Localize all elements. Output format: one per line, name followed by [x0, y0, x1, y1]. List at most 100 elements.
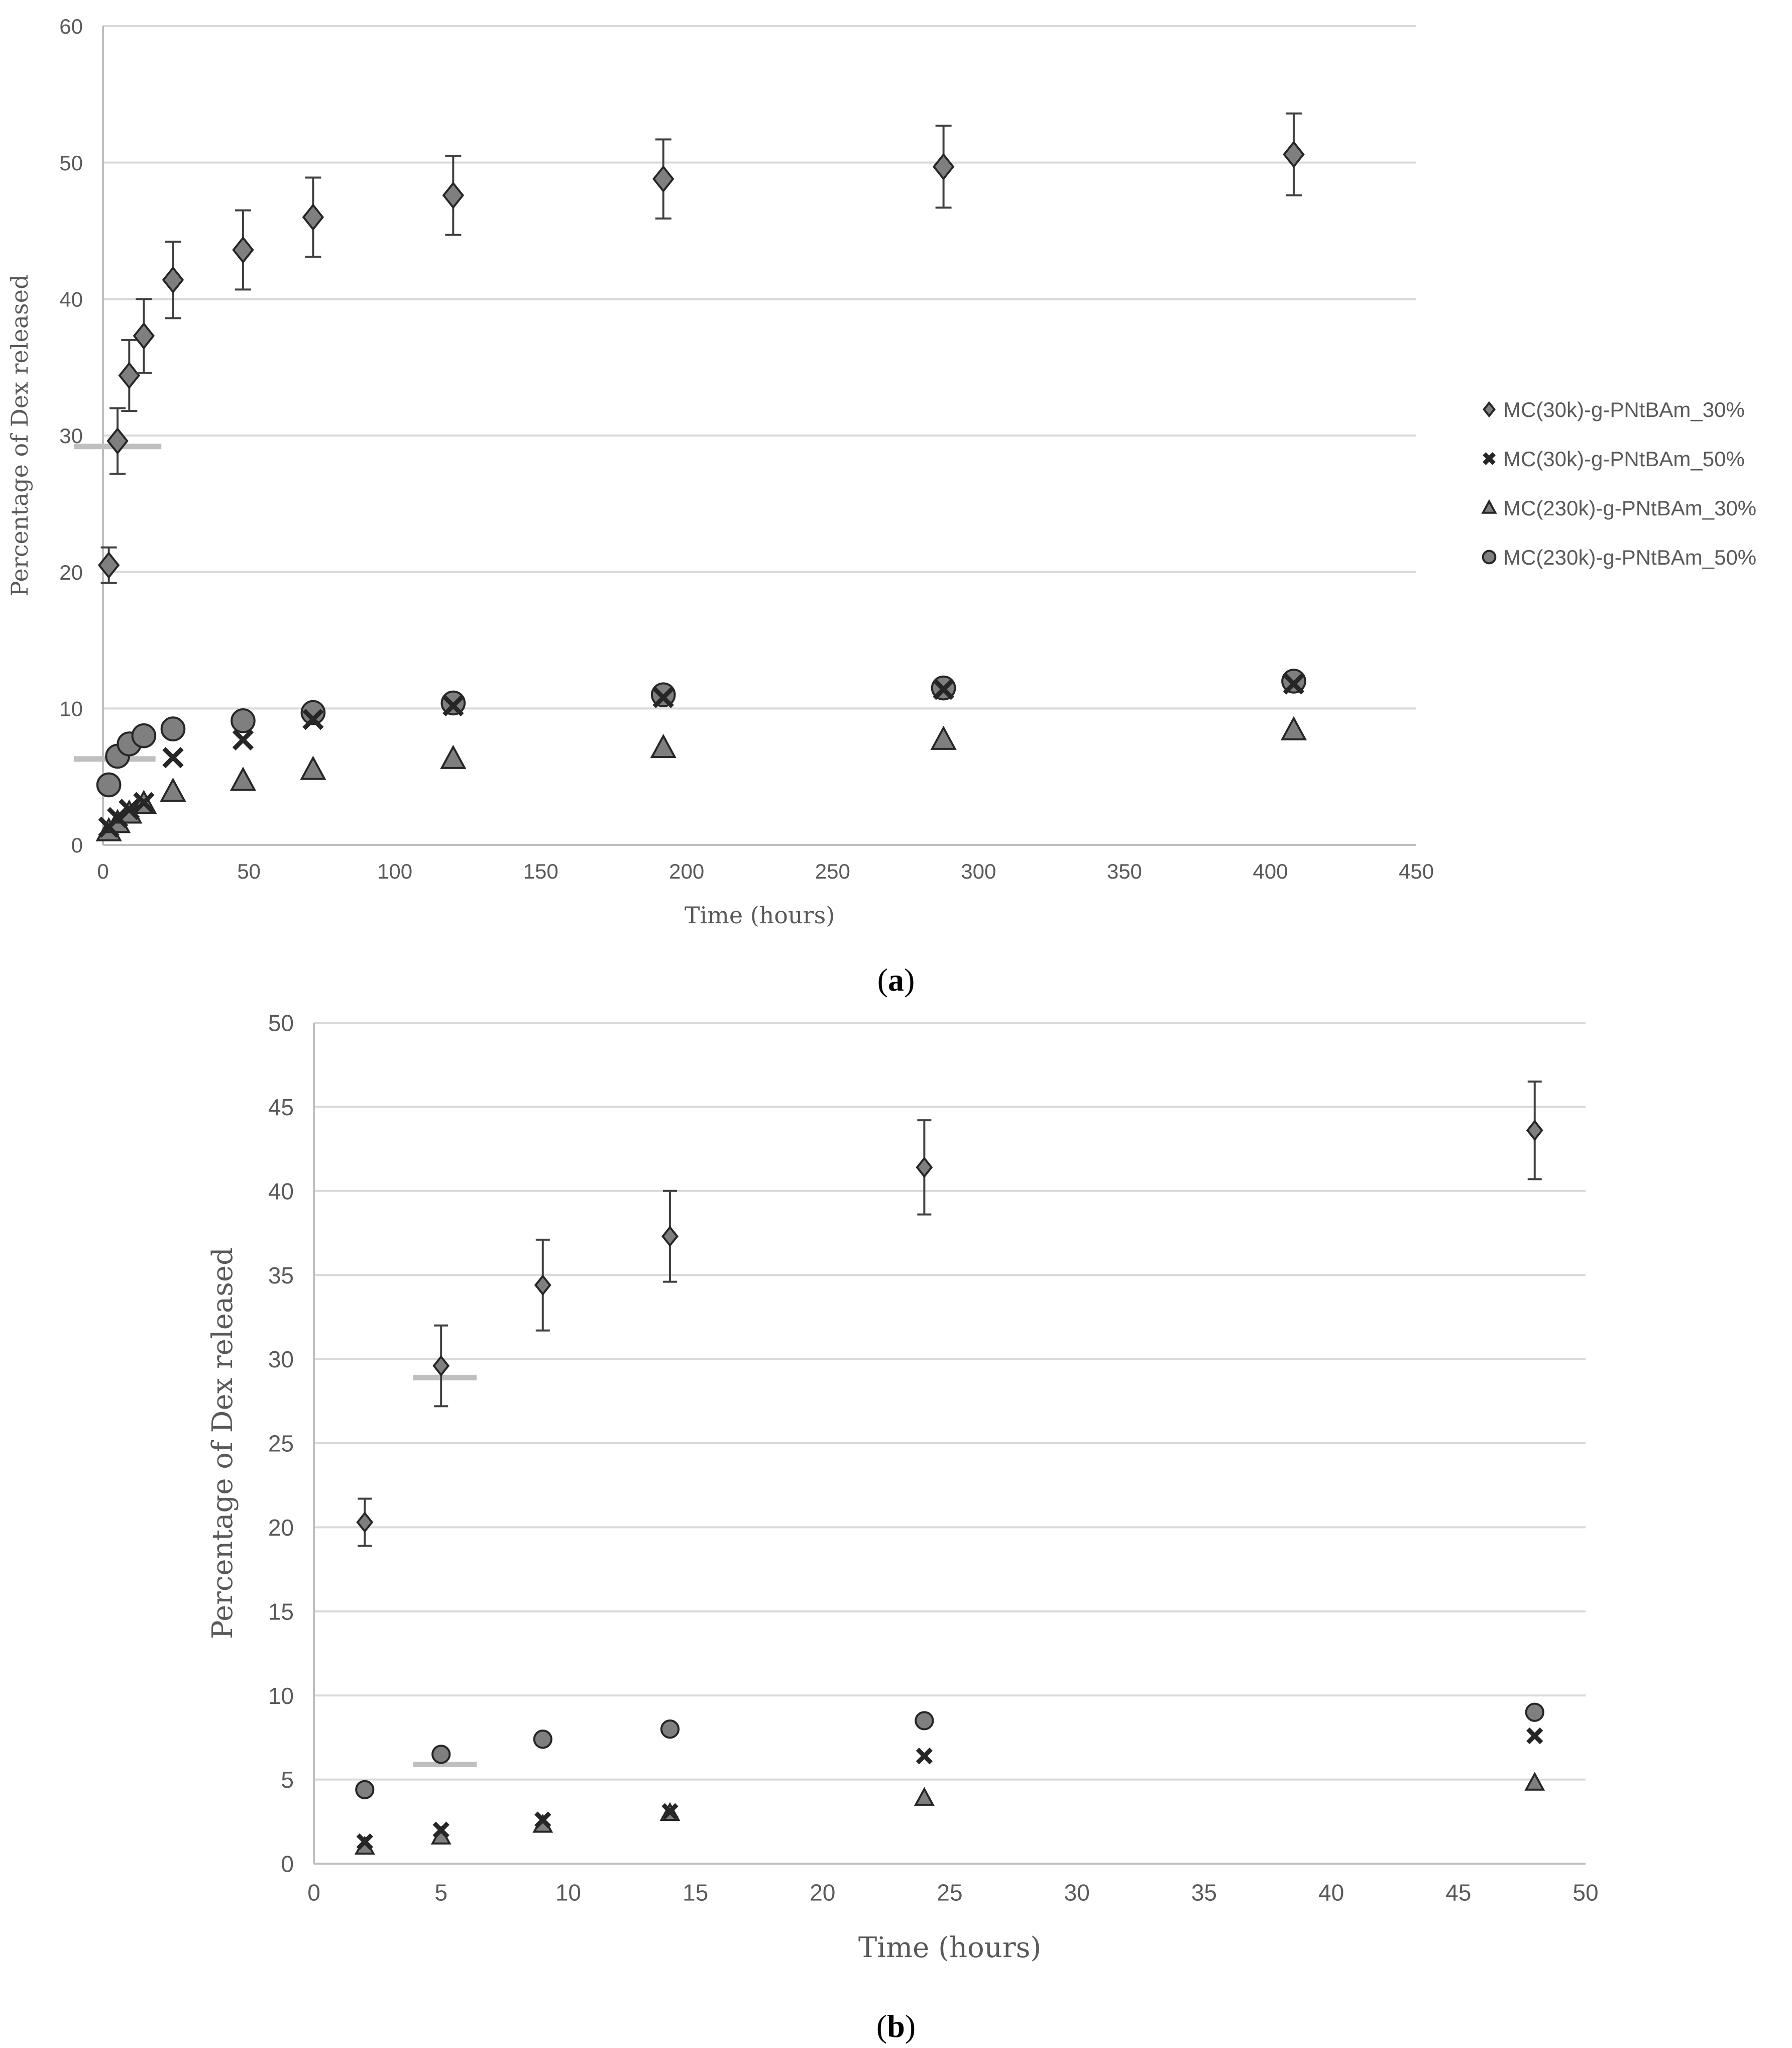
legend-item: MC(230k)-g-PNtBAm_30% [1481, 496, 1756, 520]
legend-label: MC(230k)-g-PNtBAm_30% [1503, 496, 1756, 520]
series-circle [96, 669, 1306, 798]
data-point-diamond [932, 153, 955, 181]
caption-letter: b [887, 2008, 905, 2044]
caption-open: ( [876, 2008, 887, 2044]
y-tick-label: 40 [268, 1178, 294, 1204]
data-point-x [162, 746, 184, 769]
x-tick-label: 30 [1064, 1880, 1090, 1906]
legend-item: MC(30k)-g-PNtBAm_30% [1483, 398, 1745, 421]
data-point-x [356, 1833, 373, 1851]
data-point-x-stroke-2 [442, 695, 464, 717]
caption-letter: a [888, 962, 904, 998]
panel-caption-b: (b) [876, 2008, 916, 2044]
x-tick-label: 25 [937, 1880, 962, 1906]
data-point-diamond [302, 203, 324, 231]
legend-label: MC(230k)-g-PNtBAm_50% [1503, 546, 1756, 569]
y-axis-title: Percentage of Dex released [206, 1247, 239, 1639]
data-point-x [442, 695, 464, 717]
data-point-diamond [652, 165, 675, 193]
data-point-diamond [1283, 141, 1305, 168]
x-tick-label: 45 [1445, 1880, 1471, 1906]
data-point-x-stroke-2 [933, 679, 954, 700]
y-tick-label: 5 [281, 1767, 294, 1793]
x-tick-label: 400 [1253, 859, 1288, 883]
x-tick-label: 300 [961, 859, 996, 883]
data-point-x-stroke-2 [534, 1811, 551, 1828]
data-point-triangle [1280, 716, 1307, 740]
y-tick-label: 25 [268, 1431, 294, 1457]
y-tick-label: 0 [71, 833, 83, 857]
data-point-triangle [160, 777, 186, 802]
data-point-circle [1525, 1702, 1544, 1722]
data-point-x-stroke-2 [106, 807, 129, 828]
legend-marker-x-stroke-2 [1483, 452, 1496, 465]
data-point-x-stroke-2 [1283, 673, 1305, 695]
y-tick-label: 50 [59, 151, 83, 175]
data-point-circle [231, 708, 256, 733]
y-axis-title: Percentage of Dex released [6, 275, 33, 597]
data-point-diamond [232, 236, 254, 264]
legend-item: MC(230k)-g-PNtBAm_50% [1482, 546, 1756, 569]
x-tick-label: 15 [683, 1880, 708, 1906]
y-tick-label: 60 [59, 15, 83, 38]
x-tick-label: 200 [669, 859, 704, 883]
data-point-triangle [300, 756, 326, 780]
data-point-x-stroke-2 [119, 799, 140, 820]
data-point-x [119, 799, 140, 820]
data-point-x [652, 687, 674, 708]
data-point-x-stroke-2 [661, 1803, 679, 1820]
y-tick-label: 10 [268, 1683, 294, 1709]
data-point-x-stroke-2 [302, 708, 324, 730]
data-point-triangle [914, 1787, 935, 1806]
data-point-diamond [916, 1156, 933, 1178]
x-axis-title: Time (hours) [858, 1931, 1041, 1964]
series-circle [355, 1702, 1544, 1799]
chart-b: 0 5 10 15 20 25 30 35 40 45 50 0 5 10 15 20 25 30 35 40 45 50… [206, 1010, 1599, 1964]
series-diamond [97, 112, 1305, 584]
data-point-circle [915, 1711, 934, 1731]
data-point-x [1526, 1727, 1543, 1745]
data-point-x [302, 708, 324, 730]
y-tick-label: 20 [268, 1515, 294, 1541]
data-point-triangle [930, 725, 957, 750]
x-axis-title: Time (hours) [685, 902, 835, 929]
data-point-circle [300, 700, 326, 725]
y-tick-label: 20 [59, 561, 83, 584]
y-tick-label: 15 [268, 1598, 294, 1625]
data-point-circle [660, 1719, 680, 1739]
data-point-diamond [432, 1355, 450, 1377]
panel-caption-a: (a) [877, 962, 915, 998]
data-point-x-stroke-2 [133, 792, 155, 813]
data-point-x-stroke-2 [652, 687, 674, 708]
y-tick-label: 10 [59, 697, 83, 720]
data-point-diamond [133, 322, 155, 350]
y-tick-label: 0 [281, 1851, 294, 1877]
caption-open: ( [877, 962, 888, 998]
x-tick-label: 150 [523, 859, 558, 883]
data-point-x-stroke-2 [916, 1748, 933, 1765]
captions: (a) (b) [876, 962, 916, 2044]
data-point-circle [160, 716, 186, 741]
series-triangle [95, 716, 1307, 841]
data-point-circle [533, 1730, 552, 1749]
data-point-triangle [1524, 1772, 1545, 1791]
y-tick-label: 50 [268, 1010, 294, 1036]
data-point-x [133, 792, 155, 813]
data-point-circle [355, 1780, 375, 1799]
data-point-x-stroke-2 [356, 1833, 373, 1851]
y-tick-label: 35 [268, 1262, 294, 1288]
data-point-x [916, 1748, 933, 1765]
series-x [356, 1727, 1543, 1851]
legend-label: MC(30k)-g-PNtBAm_50% [1503, 447, 1745, 471]
x-tick-label: 10 [555, 1880, 581, 1906]
x-tick-label: 350 [1107, 859, 1142, 883]
data-point-triangle [650, 733, 677, 759]
series-triangle [354, 1772, 1545, 1855]
x-tick-label: 450 [1399, 859, 1434, 883]
x-tick-label: 0 [97, 859, 108, 883]
legend-marker-circle [1482, 550, 1497, 565]
legend-marker-diamond [1483, 401, 1496, 418]
legend-label: MC(30k)-g-PNtBAm_30% [1503, 398, 1745, 421]
legend-item: MC(30k)-g-PNtBAm_50% [1483, 447, 1745, 471]
